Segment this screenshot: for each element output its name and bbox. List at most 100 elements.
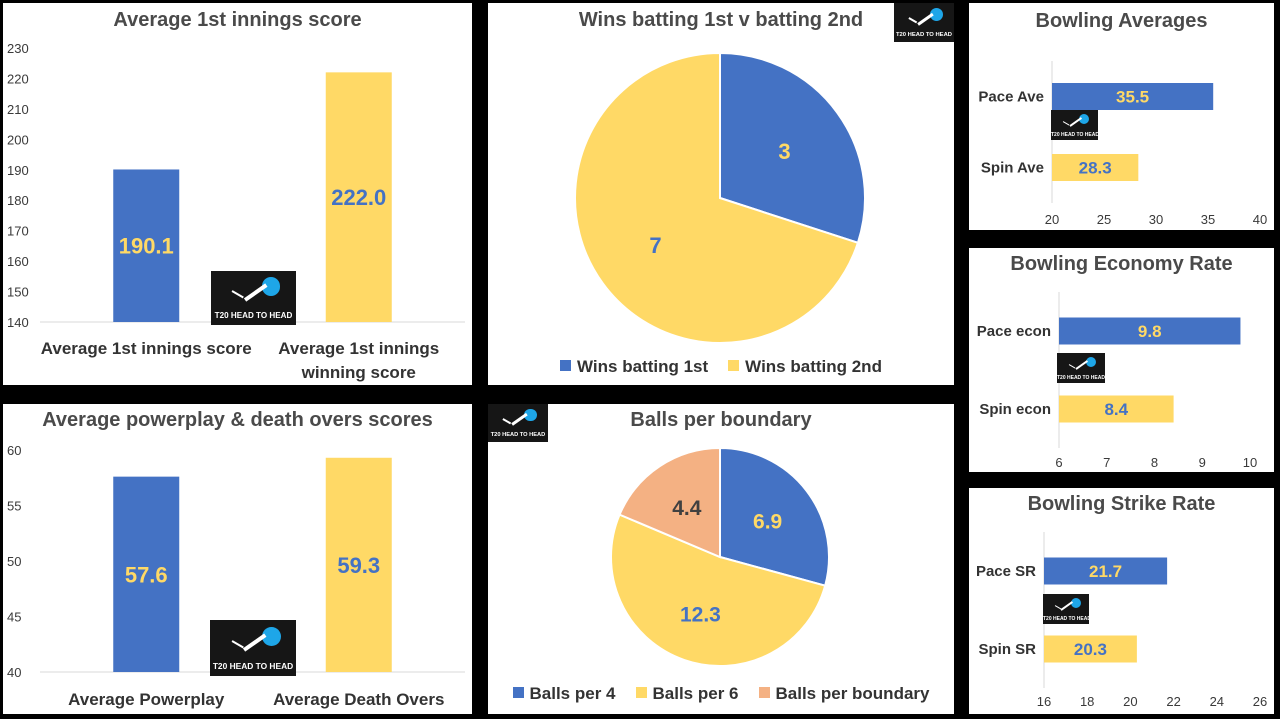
cricket-ball-icon (524, 408, 537, 422)
y-tick-label: 220 (7, 71, 29, 86)
data-label: 6.9 (753, 511, 782, 534)
legend-swatch (512, 687, 524, 698)
bat-icon (908, 17, 918, 23)
data-label: 57.6 (125, 562, 168, 587)
cricket-ball-icon (262, 277, 281, 296)
bar (113, 476, 180, 672)
data-label: 8.4 (1104, 400, 1128, 419)
bar (1059, 395, 1174, 423)
chart-title: Average 1st innings score (113, 9, 362, 31)
x-tick-label: 24 (1210, 694, 1224, 709)
bat-icon (1068, 363, 1076, 369)
bowling-averages-chart: 20 25 30 35 40 35.5 Pace Ave 28.3 Spin Ave (978, 61, 1267, 227)
x-tick-label: 30 (1149, 212, 1163, 227)
balls-pie-panel: Balls per boundary 6.9 12.3 4.4 Balls per … (488, 404, 954, 714)
data-label: 35.5 (1116, 88, 1149, 107)
bar (1044, 635, 1137, 663)
y-tick-label: 210 (7, 102, 29, 117)
y-tick-label: 150 (7, 285, 29, 300)
x-tick-label: 40 (1253, 212, 1267, 227)
cricket-ball-icon (930, 7, 944, 21)
x-tick-label: 7 (1103, 455, 1110, 470)
chart-title: Wins batting 1st v batting 2nd (578, 9, 864, 31)
logo-text: T20 HEAD TO HEAD (895, 31, 953, 38)
wins-pie-chart: 37 (574, 51, 866, 344)
x-tick-label: 8 (1151, 455, 1158, 470)
y-tick-label: 140 (7, 315, 29, 330)
bat-icon (502, 417, 512, 424)
category-label: Pace SR (976, 563, 1036, 580)
pie-slice (574, 51, 860, 344)
category-label: Average 1st innings score (41, 339, 252, 358)
economy-panel: Bowling Economy Rate 6 7 8 9 10 9.8 Pace econ 8… (969, 248, 1274, 472)
bat-icon (230, 640, 244, 649)
logo-badge: T20 HEAD TO HEAD (488, 404, 548, 442)
y-tick-label: 200 (7, 132, 29, 147)
legend-swatch (635, 687, 647, 698)
first-innings-chart: 140 150 160 170 180 190 200 210 220 230 190.1 Avera… (7, 41, 465, 382)
data-label: 3 (778, 139, 790, 164)
logo-text: T20 HEAD TO HEAD (1057, 375, 1105, 382)
legend-label: Balls per 6 (652, 684, 739, 703)
data-label: 222.0 (331, 185, 386, 210)
category-label: Average 1st innings (278, 339, 439, 358)
pie-slice (610, 513, 827, 667)
data-label: 28.3 (1079, 159, 1112, 178)
x-tick-label: 18 (1080, 694, 1094, 709)
y-tick-label: 230 (7, 41, 29, 56)
y-tick-label: 60 (7, 443, 21, 458)
y-tick-label: 55 (7, 499, 21, 514)
strike-rate-panel: Bowling Strike Rate 16 18 20 22 24 26 21.7 Pace… (969, 488, 1274, 714)
cricket-ball-icon (1079, 113, 1090, 124)
category-label: Pace econ (977, 323, 1051, 340)
pie-slice (618, 446, 721, 559)
x-tick-label: 26 (1253, 694, 1267, 709)
data-label: 190.1 (119, 234, 174, 259)
cricket-ball-icon (261, 626, 281, 646)
data-label: 12.3 (680, 604, 721, 627)
bar (325, 72, 392, 322)
data-label: 4.4 (672, 497, 702, 520)
powerplay-chart: 40 45 50 55 60 57.6 Average Powerplay 59.3 Avera… (7, 443, 465, 709)
economy-chart: 6 7 8 9 10 9.8 Pace econ 8.4 Spin econ (977, 292, 1257, 470)
y-tick-label: 190 (7, 163, 29, 178)
data-label: 7 (649, 233, 661, 258)
chart-legend: Wins batting 1st Wins batting 2nd (488, 357, 954, 377)
logo-text: T20 HEAD TO HEAD (490, 432, 546, 439)
chart-title: Bowling Strike Rate (1027, 493, 1216, 515)
bar (1052, 154, 1139, 181)
balls-pie-chart: 6.9 12.3 4.4 (610, 446, 830, 667)
x-tick-label: 20 (1045, 212, 1059, 227)
ball-trail-icon (243, 633, 267, 652)
category-label: Average Death Overs (273, 690, 444, 709)
legend-label: Wins batting 2nd (745, 357, 882, 376)
legend-label: Balls per boundary (775, 684, 930, 703)
data-label: 9.8 (1138, 322, 1162, 341)
strike-rate-chart: 16 18 20 22 24 26 21.7 Pace SR 20.3 Spin SR (976, 532, 1267, 709)
legend-label: Wins batting 1st (577, 357, 709, 376)
x-tick-label: 10 (1243, 455, 1257, 470)
category-label: Spin Ave (981, 160, 1044, 177)
y-tick-label: 40 (7, 665, 21, 680)
data-label: 21.7 (1089, 562, 1122, 581)
x-tick-label: 16 (1037, 694, 1051, 709)
legend-label: Balls per 4 (529, 684, 616, 703)
bar (113, 169, 180, 322)
x-tick-label: 9 (1199, 455, 1206, 470)
bat-icon (1054, 604, 1061, 610)
bar (1059, 317, 1241, 345)
bat-icon (231, 290, 244, 299)
legend-swatch (560, 360, 572, 371)
x-tick-label: 6 (1055, 455, 1062, 470)
category-label: Spin SR (978, 641, 1036, 658)
logo-badge: T20 HEAD TO HEAD (211, 271, 296, 325)
logo-text: T20 HEAD TO HEAD (1051, 132, 1098, 139)
logo-badge: T20 HEAD TO HEAD (894, 3, 954, 42)
legend-item: Balls per 6 (635, 684, 739, 704)
data-label: 20.3 (1074, 640, 1107, 659)
category-label: Spin econ (979, 401, 1051, 418)
cricket-ball-icon (1070, 597, 1081, 608)
category-label: winning score (301, 363, 416, 382)
bar (1052, 83, 1214, 110)
legend-item: Balls per 4 (512, 684, 616, 704)
